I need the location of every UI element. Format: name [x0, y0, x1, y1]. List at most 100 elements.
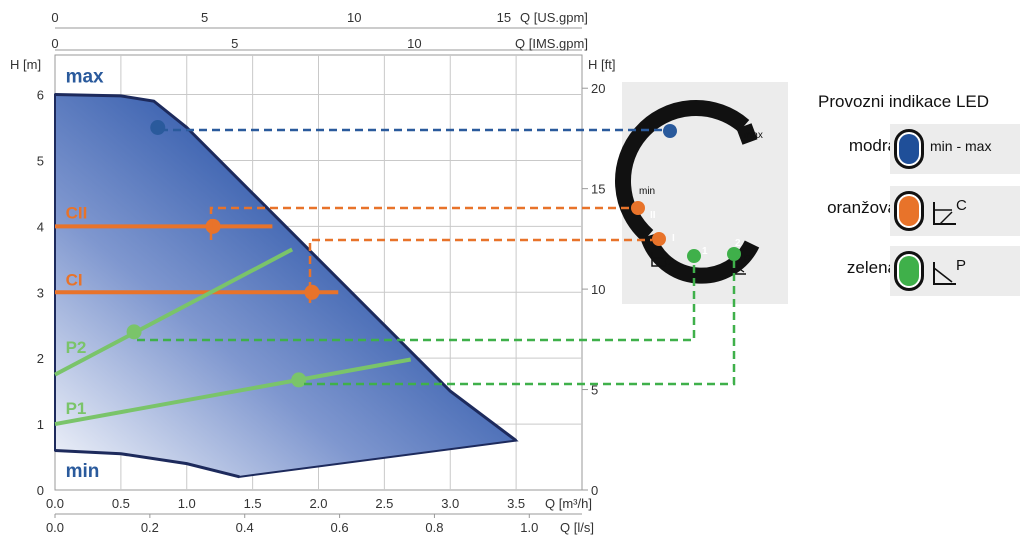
- y-tick-label: 2: [37, 351, 44, 366]
- constant-pressure-icon: C: [933, 197, 967, 225]
- led-box-green: P: [890, 246, 1020, 296]
- y-tick-label: 3: [37, 285, 44, 300]
- series-label-cii: CII: [66, 203, 88, 222]
- led-box-blue: min - max: [890, 124, 1020, 174]
- svg-text:C: C: [956, 197, 967, 214]
- led-text-blue: min - max: [930, 138, 992, 154]
- x-axis-bottom-secondary-label: Q [l/s]: [560, 520, 594, 535]
- led-legend-title: Provozni indikace LED: [818, 92, 990, 111]
- svg-text:C: C: [664, 257, 671, 268]
- x-top-secondary-tick-label: 5: [201, 10, 208, 25]
- dial-segment-1: 1: [702, 246, 708, 257]
- led-name-orange: oranžová: [827, 198, 897, 217]
- dial-label-min: min: [639, 186, 655, 197]
- x-secondary-tick-label: 0.4: [236, 520, 254, 535]
- y-tick-label: 1: [37, 417, 44, 432]
- y-right-tick-label: 10: [591, 282, 605, 297]
- series-label-p2: P2: [66, 338, 87, 357]
- series-label-p1: P1: [66, 399, 87, 418]
- series-marker-p2: [126, 324, 142, 340]
- series-marker-cii: [205, 218, 221, 234]
- x-tick-label: 3.0: [441, 496, 459, 511]
- led-row-green: zelená P: [790, 246, 1023, 296]
- connector-lines: [137, 128, 736, 386]
- x-top-secondary-tick-label: 10: [347, 10, 361, 25]
- x-top-primary-tick-label: 10: [407, 36, 421, 51]
- connector-P1: [304, 261, 736, 386]
- y-right-tick-label: 15: [591, 182, 605, 197]
- y-right-tick-label: 5: [591, 383, 598, 398]
- x-axis-bottom-primary-label: Q [m³/h]: [545, 496, 592, 511]
- max-curve-line: [54, 93, 518, 442]
- chart-series: max min CII CI P2 P1: [54, 67, 412, 482]
- series-label-ci: CI: [66, 271, 83, 290]
- connector-CII: [209, 206, 631, 240]
- dial-arc-tip: [736, 123, 758, 145]
- x-top-secondary-tick-label: 15: [497, 10, 511, 25]
- svg-text:P: P: [956, 257, 966, 274]
- x-tick-label: 3.5: [507, 496, 525, 511]
- connector-P2: [137, 263, 696, 342]
- dial-marker-P1: [727, 247, 741, 261]
- dial-marker-max: [663, 124, 677, 138]
- x-tick-label: 0.5: [112, 496, 130, 511]
- led-indicator-green: [894, 251, 924, 291]
- led-row-orange: oranžová C: [790, 186, 1023, 236]
- y-tick-label: 5: [37, 153, 44, 168]
- constant-pressure-icon: C: [651, 252, 671, 268]
- operating-envelope: [54, 93, 519, 478]
- dial-segment-2: 2: [735, 238, 741, 249]
- dial-segment-I: I: [672, 233, 675, 244]
- led-name-green: zelená: [846, 258, 897, 277]
- dial-arc-lower: [640, 233, 760, 284]
- y-right-tick-label: 0: [591, 483, 598, 498]
- chart-axes: 0.0 0.5 1.0 1.5 2.0 2.5 3.0 3.5 0 1 2 3 4 5 6 0 5 10 15 20 0…: [37, 10, 606, 535]
- y-axis-right-label: H [ft]: [588, 57, 615, 72]
- x-top-primary-tick-label: 0: [51, 36, 58, 51]
- y-tick-label: 4: [37, 219, 44, 234]
- x-tick-label: 0.0: [46, 496, 64, 511]
- y-tick-label: 6: [37, 88, 44, 103]
- series-label-min: min: [66, 461, 100, 482]
- led-name-blue: modrá: [848, 136, 897, 155]
- x-secondary-tick-label: 1.0: [520, 520, 538, 535]
- x-secondary-tick-label: 0.8: [425, 520, 443, 535]
- dial-segment-II: II: [650, 210, 656, 221]
- series-marker-ci: [304, 284, 320, 300]
- x-tick-label: 1.5: [244, 496, 262, 511]
- y-axis-left-label: H [m]: [10, 57, 41, 72]
- proportional-pressure-icon: P: [933, 257, 966, 285]
- svg-text:P: P: [744, 254, 751, 265]
- x-tick-label: 2.5: [375, 496, 393, 511]
- x-top-secondary-tick-label: 0: [51, 10, 58, 25]
- series-line-p1: [54, 357, 412, 427]
- series-marker-p1: [291, 372, 307, 388]
- led-row-blue: modrá min - max: [790, 124, 1023, 174]
- x-secondary-tick-label: 0.0: [46, 520, 64, 535]
- x-secondary-tick-label: 0.6: [331, 520, 349, 535]
- led-indicator-orange: [894, 191, 924, 231]
- x-axis-top-secondary-label: Q [US.gpm]: [520, 10, 588, 25]
- x-top-primary-tick-label: 5: [231, 36, 238, 51]
- y-tick-label: 0: [37, 483, 44, 498]
- series-line-p2: [54, 247, 294, 377]
- x-axis-top-primary-label: Q [IMS.gpm]: [515, 36, 588, 51]
- y-right-tick-label: 20: [591, 81, 605, 96]
- led-box-orange: C: [890, 186, 1020, 236]
- dial-marker-CI: [652, 232, 666, 246]
- series-label-max: max: [66, 67, 104, 88]
- dial-marker-P2: [687, 249, 701, 263]
- led-legend: Provozni indikace LED modrá min - max or…: [790, 88, 1023, 308]
- series-marker-max: [150, 120, 166, 135]
- dial-marker-CII: [631, 201, 645, 215]
- control-dial: max min II I 1 2 C P: [615, 82, 788, 304]
- x-tick-label: 1.0: [178, 496, 196, 511]
- min-curve-line: [54, 448, 240, 479]
- dial-label-max: max: [744, 130, 763, 141]
- x-secondary-tick-label: 0.2: [141, 520, 159, 535]
- led-indicator-blue: [894, 129, 924, 169]
- connector-CI: [308, 238, 652, 303]
- x-tick-label: 2.0: [309, 496, 327, 511]
- operating-range-area: [54, 93, 519, 479]
